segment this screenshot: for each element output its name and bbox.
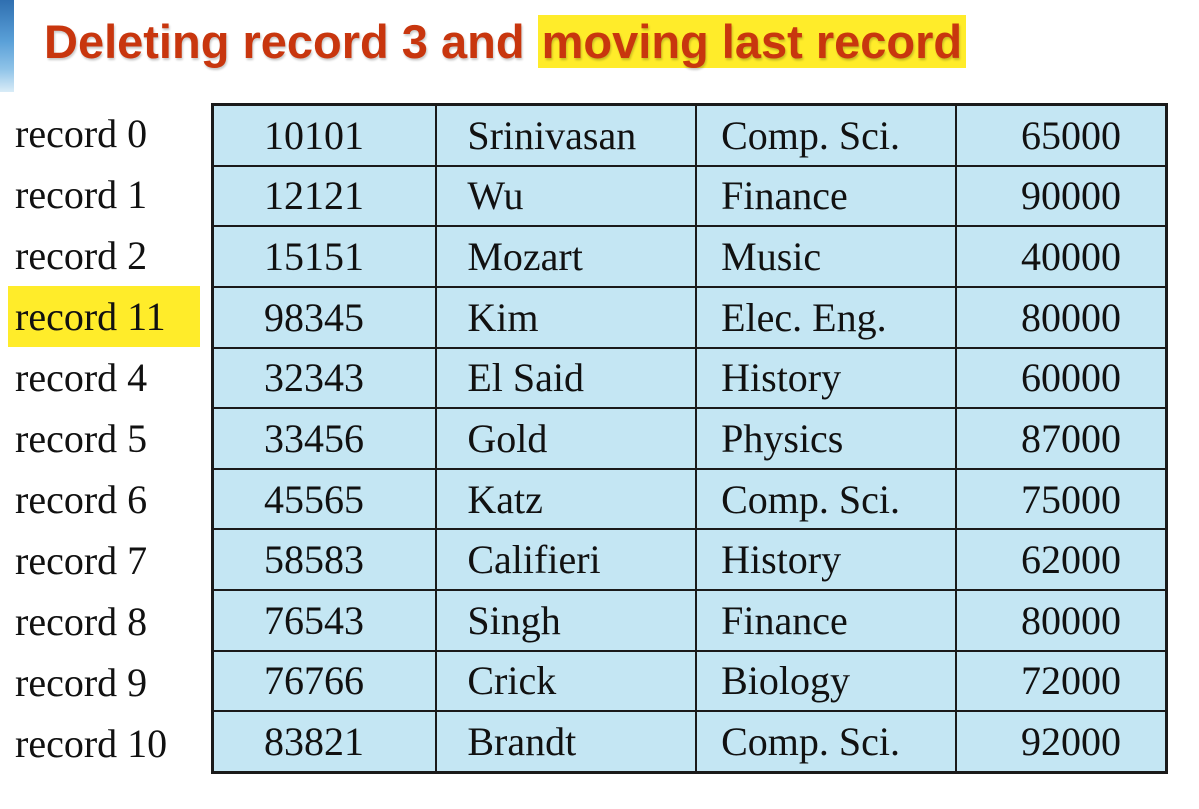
record-salary-cell: 90000	[956, 166, 1166, 227]
record-salary-cell: 87000	[956, 408, 1166, 469]
record-name-cell: El Said	[436, 348, 696, 409]
table-row: 76766 Crick Biology 72000	[213, 651, 1167, 712]
table-row: 15151 Mozart Music 40000	[213, 226, 1167, 287]
record-dept-cell: Comp. Sci.	[696, 105, 956, 166]
record-dept-cell: History	[696, 348, 956, 409]
record-salary-cell: 75000	[956, 469, 1166, 530]
record-labels: record 0 record 1 record 2 record 11 record …	[8, 103, 208, 774]
record-label: record 8	[8, 591, 208, 652]
record-id-cell: 10101	[213, 105, 437, 166]
record-name-cell: Srinivasan	[436, 105, 696, 166]
records-table-body: 10101 Srinivasan Comp. Sci. 65000 12121 Wu Fin…	[213, 105, 1167, 773]
table-row: 12121 Wu Finance 90000	[213, 166, 1167, 227]
record-id-cell: 83821	[213, 711, 437, 772]
record-label: record 6	[8, 469, 208, 530]
record-name-cell: Brandt	[436, 711, 696, 772]
record-name-cell: Crick	[436, 651, 696, 712]
record-dept-cell: Physics	[696, 408, 956, 469]
table-row: 98345 Kim Elec. Eng. 80000	[213, 287, 1167, 348]
record-salary-cell: 62000	[956, 529, 1166, 590]
record-id-cell: 33456	[213, 408, 437, 469]
record-label: record 10	[8, 713, 208, 774]
record-salary-cell: 80000	[956, 590, 1166, 651]
record-label: record 5	[8, 408, 208, 469]
record-id-cell: 58583	[213, 529, 437, 590]
table-row: 76543 Singh Finance 80000	[213, 590, 1167, 651]
record-dept-cell: Finance	[696, 590, 956, 651]
title-highlighted-phrase: moving last record	[538, 15, 967, 68]
record-label: record 11	[8, 286, 200, 347]
record-label: record 0	[8, 103, 208, 164]
record-dept-cell: Biology	[696, 651, 956, 712]
record-salary-cell: 80000	[956, 287, 1166, 348]
table-row: 45565 Katz Comp. Sci. 75000	[213, 469, 1167, 530]
table-row: 32343 El Said History 60000	[213, 348, 1167, 409]
title-prefix: Deleting record 3 and	[44, 15, 538, 68]
record-dept-cell: History	[696, 529, 956, 590]
record-label: record 9	[8, 652, 208, 713]
record-salary-cell: 65000	[956, 105, 1166, 166]
slide-title: Deleting record 3 and moving last record	[44, 6, 966, 78]
record-dept-cell: Music	[696, 226, 956, 287]
record-salary-cell: 92000	[956, 711, 1166, 772]
record-id-cell: 12121	[213, 166, 437, 227]
record-dept-cell: Comp. Sci.	[696, 711, 956, 772]
record-id-cell: 15151	[213, 226, 437, 287]
record-label: record 1	[8, 164, 208, 225]
record-id-cell: 98345	[213, 287, 437, 348]
record-salary-cell: 72000	[956, 651, 1166, 712]
record-dept-cell: Elec. Eng.	[696, 287, 956, 348]
slide-corner-decoration	[0, 0, 14, 92]
record-id-cell: 76543	[213, 590, 437, 651]
record-name-cell: Katz	[436, 469, 696, 530]
record-name-cell: Califieri	[436, 529, 696, 590]
record-name-cell: Mozart	[436, 226, 696, 287]
record-name-cell: Kim	[436, 287, 696, 348]
record-dept-cell: Comp. Sci.	[696, 469, 956, 530]
record-name-cell: Wu	[436, 166, 696, 227]
record-id-cell: 76766	[213, 651, 437, 712]
record-label: record 4	[8, 347, 208, 408]
table-row: 33456 Gold Physics 87000	[213, 408, 1167, 469]
record-salary-cell: 60000	[956, 348, 1166, 409]
record-dept-cell: Finance	[696, 166, 956, 227]
record-name-cell: Gold	[436, 408, 696, 469]
table-row: 83821 Brandt Comp. Sci. 92000	[213, 711, 1167, 772]
record-label: record 7	[8, 530, 208, 591]
record-label: record 2	[8, 225, 208, 286]
record-id-cell: 32343	[213, 348, 437, 409]
table-row: 10101 Srinivasan Comp. Sci. 65000	[213, 105, 1167, 166]
record-id-cell: 45565	[213, 469, 437, 530]
table-row: 58583 Califieri History 62000	[213, 529, 1167, 590]
records-table: 10101 Srinivasan Comp. Sci. 65000 12121 Wu Fin…	[211, 103, 1168, 774]
record-name-cell: Singh	[436, 590, 696, 651]
record-salary-cell: 40000	[956, 226, 1166, 287]
